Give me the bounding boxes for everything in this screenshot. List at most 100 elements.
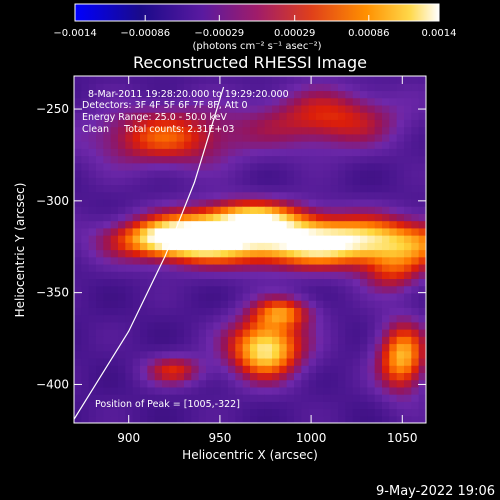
heatmap-cell bbox=[154, 321, 163, 330]
heatmap-cell bbox=[360, 206, 368, 214]
heatmap-cell bbox=[110, 300, 119, 308]
heatmap-cell bbox=[176, 155, 185, 164]
heatmap-cell bbox=[272, 249, 280, 258]
heatmap-cell bbox=[360, 177, 368, 186]
heatmap-cell bbox=[272, 256, 280, 265]
heatmap-cell bbox=[316, 394, 324, 402]
heatmap-cell bbox=[301, 76, 310, 84]
heatmap-cell bbox=[118, 357, 126, 366]
heatmap-cell bbox=[301, 198, 310, 207]
heatmap-cell bbox=[367, 292, 376, 301]
heatmap-cell bbox=[257, 321, 266, 330]
heatmap-cell bbox=[81, 329, 90, 337]
heatmap-cell bbox=[96, 307, 104, 316]
heatmap-cell bbox=[184, 350, 192, 359]
heatmap-cell bbox=[228, 379, 236, 388]
heatmap-cell bbox=[184, 162, 192, 171]
heatmap-cell bbox=[154, 329, 163, 337]
heatmap-cell bbox=[330, 177, 339, 186]
heatmap-cell bbox=[411, 220, 420, 229]
heatmap-cell bbox=[374, 271, 383, 280]
heatmap-cell bbox=[242, 365, 251, 373]
heatmap-cell bbox=[294, 401, 302, 410]
heatmap-cell bbox=[294, 314, 302, 323]
heatmap-cell bbox=[301, 112, 310, 120]
heatmap-cell bbox=[125, 112, 134, 120]
heatmap-cell bbox=[169, 307, 178, 316]
heatmap-cell bbox=[110, 83, 119, 92]
heatmap-cell bbox=[257, 76, 266, 84]
heatmap-cell bbox=[257, 119, 266, 128]
heatmap-cell bbox=[382, 300, 390, 308]
heatmap-cell bbox=[132, 133, 141, 142]
heatmap-cell bbox=[81, 357, 90, 366]
heatmap-cell bbox=[374, 379, 383, 388]
heatmap-cell bbox=[330, 133, 339, 142]
heatmap-cell bbox=[220, 329, 229, 337]
heatmap-cell bbox=[74, 112, 82, 120]
heatmap-cell bbox=[279, 292, 288, 301]
heatmap-cell bbox=[286, 350, 295, 359]
heatmap-cell bbox=[162, 76, 170, 84]
heatmap-cell bbox=[110, 357, 119, 366]
heatmap-cell bbox=[96, 292, 104, 301]
heatmap-cell bbox=[169, 292, 178, 301]
heatmap-cell bbox=[198, 321, 207, 330]
heatmap-cell bbox=[374, 307, 383, 316]
heatmap-cell bbox=[272, 357, 280, 366]
heatmap-cell bbox=[242, 97, 251, 106]
heatmap-cell bbox=[294, 292, 302, 301]
heatmap-cell bbox=[250, 184, 258, 193]
heatmap-cell bbox=[154, 263, 163, 272]
heatmap-cell bbox=[338, 169, 346, 178]
heatmap-cell bbox=[162, 90, 170, 99]
heatmap-cell bbox=[411, 415, 420, 423]
heatmap-cell bbox=[169, 155, 178, 164]
x-axis-label: Heliocentric X (arcsec) bbox=[182, 448, 318, 462]
heatmap-cell bbox=[374, 314, 383, 323]
heatmap-cell bbox=[308, 343, 317, 352]
heatmap-cell bbox=[118, 329, 126, 337]
heatmap-cell bbox=[74, 329, 82, 337]
heatmap-cell bbox=[81, 263, 90, 272]
heatmap-cell bbox=[88, 198, 97, 207]
heatmap-cell bbox=[396, 162, 405, 171]
heatmap-cell bbox=[220, 321, 229, 330]
heatmap-cell bbox=[147, 343, 156, 352]
heatmap-cell bbox=[294, 357, 302, 366]
heatmap-cell bbox=[396, 256, 405, 265]
heatmap-cell bbox=[132, 90, 141, 99]
heatmap-cell bbox=[110, 169, 119, 178]
heatmap-cell bbox=[286, 372, 295, 381]
heatmap-cell bbox=[418, 133, 426, 142]
heatmap-cell bbox=[308, 119, 317, 128]
heatmap-cell bbox=[360, 278, 368, 287]
heatmap-cell bbox=[382, 104, 390, 113]
heatmap-cell bbox=[220, 119, 229, 128]
heatmap-cell bbox=[228, 235, 236, 243]
heatmap-cell bbox=[360, 97, 368, 106]
heatmap-cell bbox=[132, 148, 141, 157]
heatmap-cell bbox=[132, 177, 141, 186]
heatmap-cell bbox=[191, 141, 200, 149]
heatmap-cell bbox=[184, 141, 192, 149]
heatmap-cell bbox=[81, 256, 90, 265]
heatmap-cell bbox=[286, 249, 295, 258]
heatmap-cell bbox=[242, 220, 251, 229]
heatmap-cell bbox=[81, 292, 90, 301]
heatmap-cell bbox=[257, 97, 266, 106]
heatmap-cell bbox=[191, 184, 200, 193]
heatmap-cell bbox=[382, 336, 390, 345]
heatmap-cell bbox=[301, 314, 310, 323]
heatmap-cell bbox=[147, 372, 156, 381]
heatmap-cell bbox=[411, 191, 420, 200]
heatmap-cell bbox=[374, 220, 383, 229]
heatmap-cell bbox=[286, 155, 295, 164]
heatmap-cell bbox=[301, 415, 310, 423]
heatmap-cell bbox=[88, 184, 97, 193]
heatmap-cell bbox=[396, 133, 405, 142]
heatmap-cell bbox=[184, 336, 192, 345]
heatmap-cell bbox=[294, 285, 302, 294]
heatmap-cell bbox=[389, 126, 398, 135]
heatmap-cell bbox=[162, 292, 170, 301]
